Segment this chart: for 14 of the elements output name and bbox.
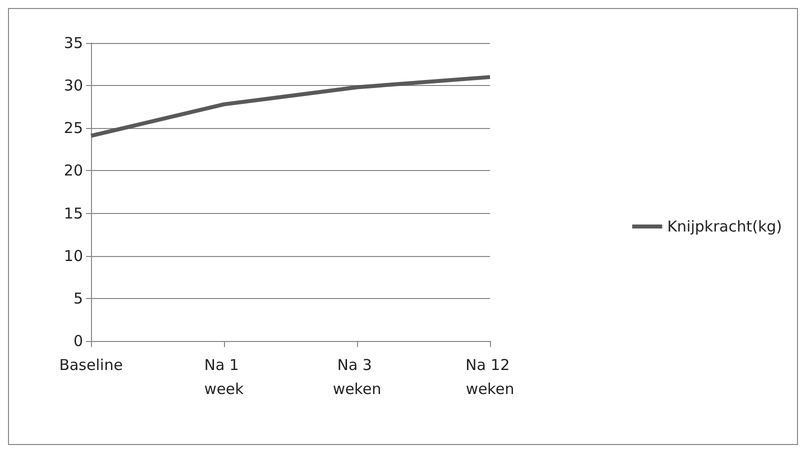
y-tick-label: 0	[73, 332, 83, 350]
x-tick-label: Na 12 weken	[465, 356, 515, 398]
y-tick-label: 25	[64, 119, 83, 138]
x-tick-label: Na 3 weken	[332, 356, 382, 398]
line-series	[89, 75, 492, 138]
y-tick-label: 15	[64, 204, 83, 222]
legend-label: Knijpkracht(kg)	[667, 218, 782, 236]
y-tick-label: 10	[64, 246, 83, 265]
x-tick-label: Baseline	[59, 356, 123, 374]
y-tick-label: 35	[64, 34, 83, 52]
y-tick-label: 20	[64, 162, 83, 180]
y-tick-label: 5	[73, 289, 83, 308]
x-tick-label: Na 1 week	[204, 356, 244, 398]
y-tick-label: 30	[64, 76, 83, 95]
